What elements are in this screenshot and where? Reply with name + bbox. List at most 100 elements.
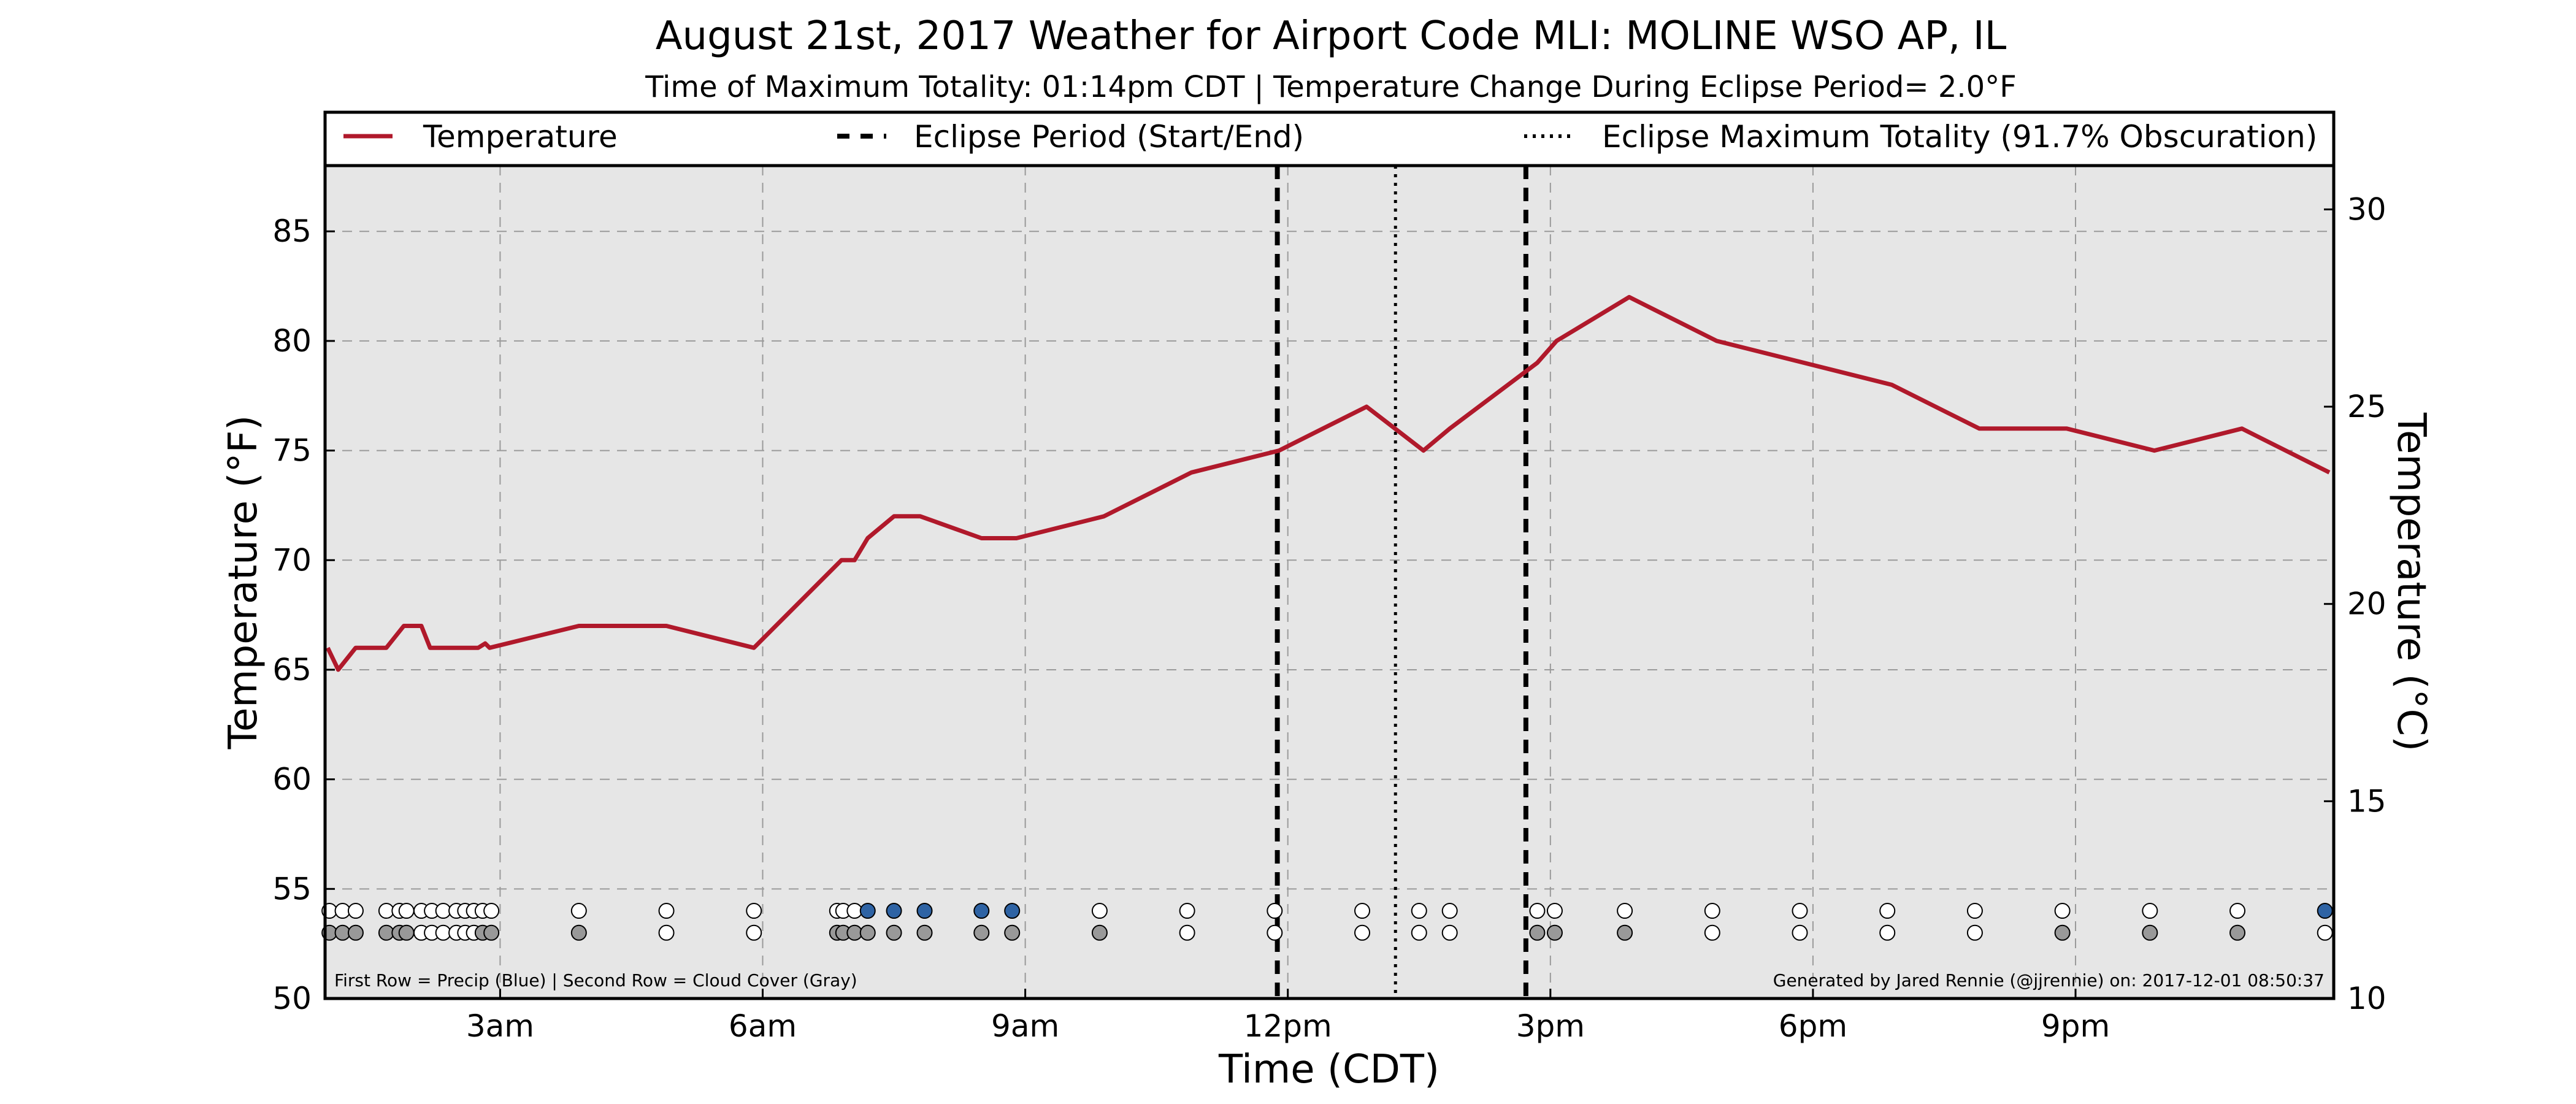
cloud-dot	[435, 924, 451, 941]
cloud-dot	[334, 924, 351, 941]
x-tick-label: 6pm	[1779, 1008, 1847, 1044]
precip-dot	[347, 903, 364, 919]
precip-dot	[746, 903, 762, 919]
cloud-dot	[2054, 924, 2071, 941]
footnote-right: Generated by Jared Rennie (@jjrennie) on…	[1773, 970, 2325, 991]
precip-dot	[1411, 903, 1427, 919]
precip-dot	[378, 903, 394, 919]
cloud-dot	[483, 924, 500, 941]
y-tick-label: 50	[272, 981, 312, 1016]
cloud-dot	[2229, 924, 2246, 941]
precip-dot	[1879, 903, 1896, 919]
x-tick-label: 3pm	[1516, 1008, 1585, 1044]
precip-dot	[2142, 903, 2158, 919]
cloud-dot	[1091, 924, 1108, 941]
precip-dot	[1004, 903, 1021, 919]
y-tick-label: 55	[272, 871, 312, 907]
cloud-dot	[1441, 924, 1458, 941]
precip-dot	[1179, 903, 1195, 919]
x-tick-label: 6am	[729, 1008, 797, 1044]
temperature-series	[326, 294, 2331, 672]
precip-dot	[1704, 903, 1720, 919]
legend: Temperature Eclipse Period (Start/End) E…	[323, 110, 2336, 167]
cloud-dot	[973, 924, 990, 941]
y-tick-label: 65	[272, 652, 312, 688]
cloud-dot	[347, 924, 364, 941]
grid-lines	[325, 166, 2334, 999]
plot-area	[325, 166, 2334, 999]
precip-dot	[2054, 903, 2071, 919]
cloud-dot	[378, 924, 394, 941]
y2-tick-label: 15	[2347, 783, 2386, 819]
chart-title: August 21st, 2017 Weather for Airport Co…	[656, 13, 2007, 59]
y-axis-label: Temperature (°F)	[221, 415, 266, 750]
cloud-dot	[859, 924, 876, 941]
cloud-dot	[746, 924, 762, 941]
cloud-dot	[1879, 924, 1896, 941]
y-tick-label: 75	[272, 433, 312, 469]
precip-dot	[886, 903, 902, 919]
precip-dot	[1267, 903, 1283, 919]
cloud-dot	[886, 924, 902, 941]
weather-dots	[321, 903, 2333, 941]
precip-dot	[2317, 903, 2333, 919]
cloud-dot	[1546, 924, 1563, 941]
x-tick-label: 9pm	[2041, 1008, 2110, 1044]
precip-dot	[1792, 903, 1808, 919]
y-tick-label: 80	[272, 323, 312, 359]
cloud-dot	[570, 924, 587, 941]
y-tick-label: 85	[272, 213, 312, 249]
cloud-dot	[1617, 924, 1633, 941]
y2-tick-label: 25	[2347, 389, 2386, 424]
legend-box	[323, 110, 2336, 167]
precip-dot	[334, 903, 351, 919]
cloud-dot	[1966, 924, 1983, 941]
cloud-dot	[1529, 924, 1546, 941]
y2-tick-label: 10	[2347, 981, 2386, 1016]
precip-dot	[1546, 903, 1563, 919]
cloud-dot	[846, 924, 863, 941]
y-tick-label: 60	[272, 762, 312, 797]
cloud-dot	[1267, 924, 1283, 941]
footnote-left: First Row = Precip (Blue) | Second Row =…	[334, 970, 857, 991]
y2-tick-label: 30	[2347, 191, 2386, 227]
precip-dot	[1091, 903, 1108, 919]
precip-dot	[916, 903, 933, 919]
legend-eclipse-max-label: Eclipse Maximum Totality (91.7% Obscurat…	[1602, 119, 2317, 155]
precip-dot	[1617, 903, 1633, 919]
cloud-dot	[1004, 924, 1021, 941]
cloud-dot	[2142, 924, 2158, 941]
cloud-dot	[1354, 924, 1371, 941]
cloud-dot	[398, 924, 415, 941]
cloud-dot	[1179, 924, 1195, 941]
precip-dot	[846, 903, 863, 919]
x-axis-label: Time (CDT)	[1218, 1047, 1439, 1092]
precip-dot	[483, 903, 500, 919]
precip-dot	[973, 903, 990, 919]
axis-ticks: 50 55 60 65 70 75 80 85 3am 6am 9am 12pm 3pm 6pm 9pm 10…	[272, 191, 2386, 1044]
legend-temperature-label: Temperature	[423, 119, 618, 155]
precip-dot	[1966, 903, 1983, 919]
precip-dot	[2229, 903, 2246, 919]
precip-dot	[658, 903, 675, 919]
precip-dot	[1529, 903, 1546, 919]
eclipse-markers	[1275, 166, 1528, 999]
precip-dot	[1441, 903, 1458, 919]
y2-tick-label: 20	[2347, 586, 2386, 622]
y-tick-label: 70	[272, 542, 312, 578]
x-tick-label: 12pm	[1244, 1008, 1332, 1044]
cloud-dot	[1704, 924, 1720, 941]
x-tick-label: 9am	[991, 1008, 1059, 1044]
cloud-dot	[1411, 924, 1427, 941]
cloud-dot	[916, 924, 933, 941]
cloud-dot	[658, 924, 675, 941]
legend-eclipse-period-label: Eclipse Period (Start/End)	[914, 119, 1304, 155]
precip-dot	[435, 903, 451, 919]
precip-dot	[570, 903, 587, 919]
cloud-dot	[2317, 924, 2333, 941]
precip-dot	[1354, 903, 1371, 919]
precip-dot	[859, 903, 876, 919]
chart-subtitle: Time of Maximum Totality: 01:14pm CDT | …	[645, 70, 2017, 104]
y2-axis-label: Temperature (°C)	[2388, 412, 2434, 751]
